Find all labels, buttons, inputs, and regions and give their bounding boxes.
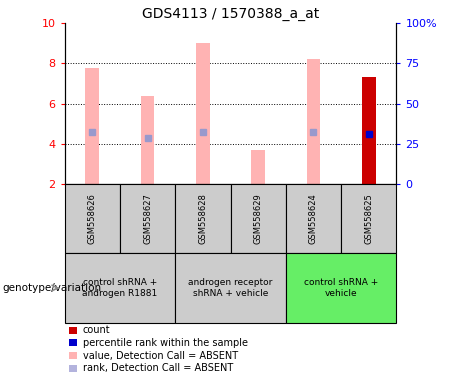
- Bar: [230, 184, 286, 253]
- Text: GSM558626: GSM558626: [88, 194, 97, 244]
- Bar: [65, 253, 175, 323]
- Title: GDS4113 / 1570388_a_at: GDS4113 / 1570388_a_at: [142, 7, 319, 21]
- Text: androgen receptor
shRNA + vehicle: androgen receptor shRNA + vehicle: [188, 278, 273, 298]
- Bar: [196, 43, 210, 184]
- Bar: [286, 184, 341, 253]
- Text: count: count: [83, 325, 111, 335]
- Bar: [362, 78, 376, 184]
- Bar: [65, 184, 120, 253]
- Bar: [69, 365, 77, 372]
- Bar: [69, 327, 77, 334]
- Bar: [85, 68, 99, 184]
- Text: GSM558624: GSM558624: [309, 194, 318, 244]
- Text: GSM558628: GSM558628: [198, 194, 207, 244]
- Text: GSM558627: GSM558627: [143, 194, 152, 244]
- Text: control shRNA +
vehicle: control shRNA + vehicle: [304, 278, 378, 298]
- Text: rank, Detection Call = ABSENT: rank, Detection Call = ABSENT: [83, 363, 233, 373]
- Bar: [175, 253, 286, 323]
- Bar: [362, 78, 376, 184]
- Bar: [141, 96, 154, 184]
- Bar: [120, 184, 175, 253]
- Text: genotype/variation: genotype/variation: [2, 283, 101, 293]
- Text: control shRNA +
androgen R1881: control shRNA + androgen R1881: [82, 278, 158, 298]
- Bar: [307, 60, 320, 184]
- Bar: [69, 339, 77, 346]
- Bar: [69, 352, 77, 359]
- Bar: [251, 150, 265, 184]
- Text: percentile rank within the sample: percentile rank within the sample: [83, 338, 248, 348]
- Text: value, Detection Call = ABSENT: value, Detection Call = ABSENT: [83, 351, 238, 361]
- Bar: [341, 184, 396, 253]
- Text: GSM558629: GSM558629: [254, 194, 263, 244]
- Bar: [286, 253, 396, 323]
- Text: GSM558625: GSM558625: [364, 194, 373, 244]
- Bar: [175, 184, 230, 253]
